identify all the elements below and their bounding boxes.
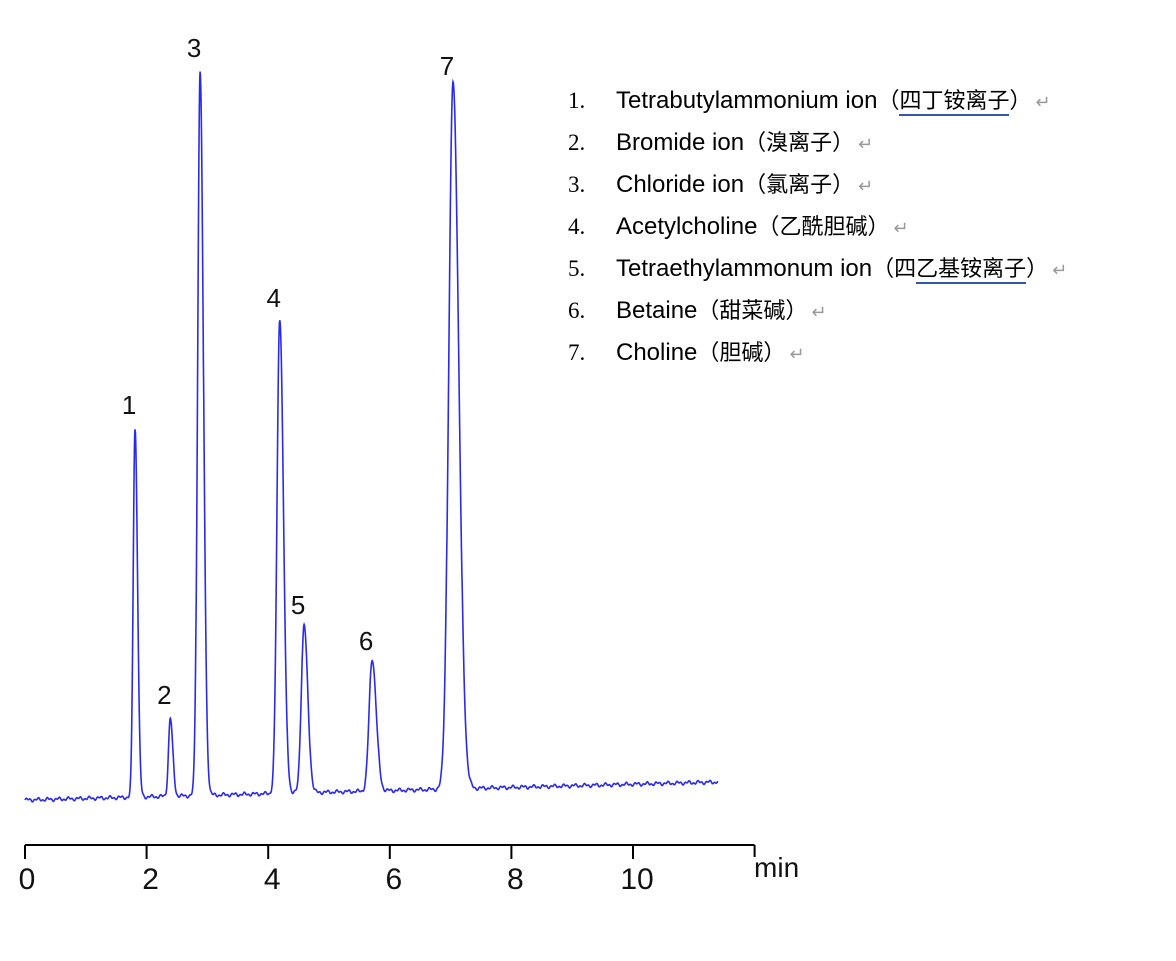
return-mark-icon: ↵ xyxy=(789,344,805,364)
peak-label: 4 xyxy=(267,283,281,313)
legend-item: 1. Tetrabutylammonium ion（四丁铵离子） ↵ xyxy=(568,84,1067,126)
legend-num: 2. xyxy=(568,130,586,155)
legend-item: 7. Choline（胆碱） ↵ xyxy=(568,336,1067,378)
return-mark-icon: ↵ xyxy=(1035,92,1051,112)
legend-name: Choline xyxy=(616,339,698,366)
legend-open: （ xyxy=(872,257,895,282)
x-tick-label: 6 xyxy=(385,863,402,896)
return-mark-icon: ↵ xyxy=(811,302,827,322)
x-axis-unit: min xyxy=(754,852,799,883)
legend-close: ） xyxy=(1009,89,1032,114)
x-tick-label: 10 xyxy=(620,863,653,896)
legend-name: Chloride ion xyxy=(616,171,745,198)
legend-item: 5. Tetraethylammonum ion（四乙基铵离子） ↵ xyxy=(568,252,1067,294)
legend-item: 2. Bromide ion（溴离子） ↵ xyxy=(568,126,1067,168)
legend-close: ） xyxy=(785,299,808,324)
return-mark-icon: ↵ xyxy=(1052,260,1068,280)
chromatogram-trace xyxy=(24,71,719,803)
legend-open: （ xyxy=(697,341,720,366)
legend-cn-pre: 胆碱 xyxy=(719,341,764,366)
legend-cn-pre: 四 xyxy=(894,257,917,282)
return-mark-icon: ↵ xyxy=(858,176,874,196)
return-mark-icon: ↵ xyxy=(893,218,909,238)
legend-num: 5. xyxy=(568,256,586,281)
x-tick-label: 2 xyxy=(142,863,159,896)
legend-num: 4. xyxy=(568,214,586,239)
peak-label: 5 xyxy=(291,590,305,620)
legend-cn-ul: 乙基铵离子 xyxy=(916,257,1027,284)
legend-num: 7. xyxy=(568,340,586,365)
trace-group xyxy=(24,71,719,803)
legend-item: 4. Acetylcholine（乙酰胆碱） ↵ xyxy=(568,210,1067,252)
legend-item: 3. Chloride ion（氯离子） ↵ xyxy=(568,168,1067,210)
x-axis: 0 2 4 6 8 10 min xyxy=(19,844,799,896)
legend-open: （ xyxy=(744,131,767,156)
return-mark-icon: ↵ xyxy=(858,134,874,154)
legend-name: Tetraethylammonum ion xyxy=(616,255,873,282)
legend-open: （ xyxy=(744,173,767,198)
legend-open: （ xyxy=(697,299,720,324)
legend-open: （ xyxy=(757,215,780,240)
legend-num: 6. xyxy=(568,298,586,323)
legend-close: ） xyxy=(832,173,855,198)
legend-close: ） xyxy=(867,215,890,240)
legend-cn-ul: 四丁铵离子 xyxy=(899,89,1010,116)
legend-close: ） xyxy=(763,341,786,366)
legend-cn-pre: 甜菜碱 xyxy=(719,299,786,324)
legend-name: Bromide ion xyxy=(616,129,745,156)
legend-name: Tetrabutylammonium ion xyxy=(616,87,878,114)
peak-label: 7 xyxy=(440,51,454,81)
peak-label: 3 xyxy=(187,33,201,63)
legend-open: （ xyxy=(877,89,900,114)
x-tick-label: 4 xyxy=(264,863,281,896)
peak-legend: 1. Tetrabutylammonium ion（四丁铵离子） ↵ 2. Bromid… xyxy=(568,84,1067,378)
legend-close: ） xyxy=(832,131,855,156)
legend-name: Betaine xyxy=(616,297,698,324)
legend-num: 3. xyxy=(568,172,586,197)
legend-name: Acetylcholine xyxy=(616,213,758,240)
x-tick-label: 0 xyxy=(19,863,36,896)
peak-label: 2 xyxy=(157,680,171,710)
legend-cn-pre: 乙酰胆碱 xyxy=(779,215,868,240)
peak-labels: 1 2 3 4 5 6 7 xyxy=(122,33,454,710)
legend-cn-pre: 溴离子 xyxy=(766,131,833,156)
legend-item: 6. Betaine（甜菜碱） ↵ xyxy=(568,294,1067,336)
peak-label: 6 xyxy=(359,626,373,656)
legend-close: ） xyxy=(1026,257,1049,282)
legend-cn-pre: 氯离子 xyxy=(766,173,833,198)
peak-label: 1 xyxy=(122,390,136,420)
legend-num: 1. xyxy=(568,88,586,113)
x-tick-label: 8 xyxy=(507,863,524,896)
